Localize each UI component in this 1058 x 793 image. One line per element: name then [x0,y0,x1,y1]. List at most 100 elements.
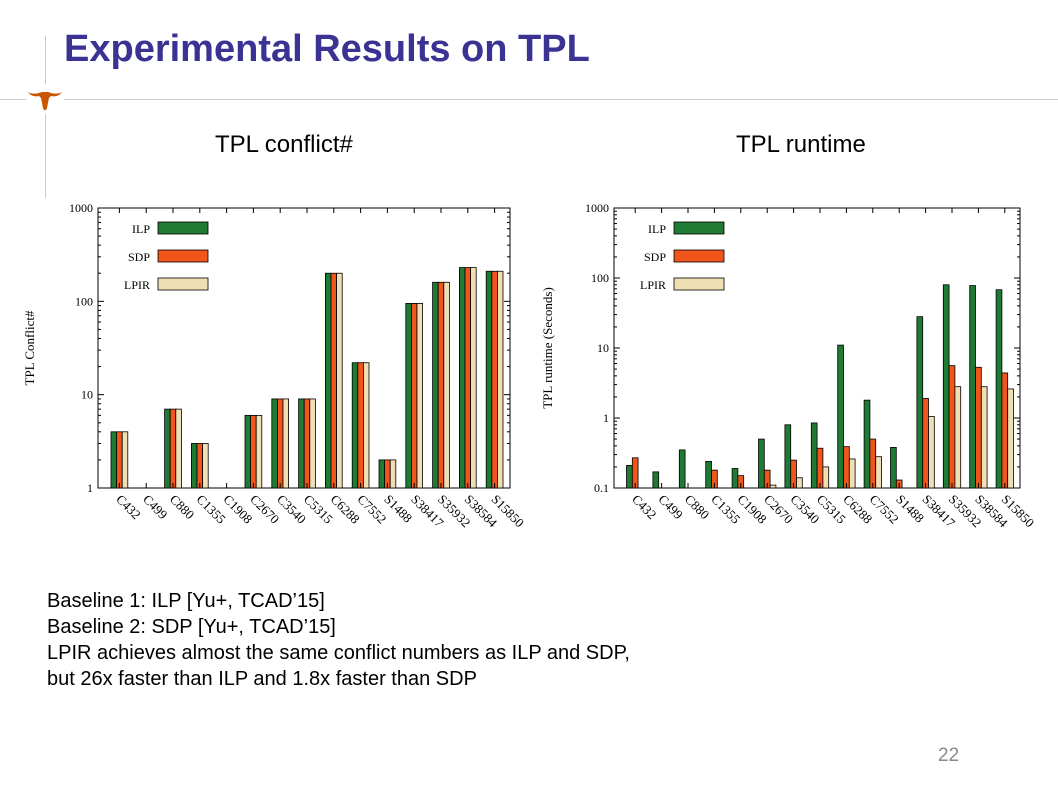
conflict-chart: 1 10 100 1000 TPL Conflict# C432C499C880C1355… [22,201,527,531]
x-tick-label: C1908 [735,492,770,527]
bar-lpir-c7552 [362,362,370,489]
bar-ilp-c3540 [784,424,792,489]
longhorn-logo-icon [26,84,64,114]
bar-lpir-c880 [175,408,182,489]
bar-lpir-s38417 [928,416,935,489]
bar-ilp-s35932 [942,284,950,489]
bar-ilp-c880 [164,408,171,489]
bar-sdp-c5315 [816,447,824,489]
bar-lpir-s38417 [416,303,423,489]
bar-lpir-s35932 [443,281,450,489]
bar-sdp-c6288 [843,446,850,489]
bar-sdp-c880 [169,408,177,489]
y-tick-label: 100 [591,271,609,285]
bar-ilp-c3540 [271,398,278,489]
bar-sdp-c432 [116,431,123,489]
bar-ilp-c6288 [324,272,332,489]
x-tick-label: C5315 [301,492,336,527]
bar-lpir-c6288 [336,272,343,489]
y-tick-label: 0.1 [594,481,609,495]
x-tick-label: C1355 [708,492,743,527]
bar-lpir-s38584 [980,386,988,489]
y-tick-label: 10 [81,388,93,402]
notes-block: Baseline 1: ILP [Yu+, TCAD’15] Baseline … [47,588,630,692]
bar-sdp-c7552 [357,362,364,489]
bar-ilp-c5315 [298,398,305,489]
bar-ilp-c1355 [705,460,712,489]
x-tick-label: C880 [167,492,198,523]
bar-sdp-s38417 [410,303,418,489]
bar-lpir-c3540 [796,477,803,489]
y-tick-label: 100 [75,294,93,308]
x-tick-label: C880 [682,492,713,523]
y-tick-label: 10 [597,341,609,355]
bar-lpir-c432 [121,431,129,489]
legend-label-ilp: ILP [648,222,666,236]
bar-ilp-c880 [678,449,686,489]
bar-ilp-c1355 [190,443,198,489]
x-tick-label: C499 [140,492,171,523]
bar-ilp-s1488 [890,447,897,489]
bar-lpir-c5315 [822,466,830,489]
legend-swatch-ilp [673,221,725,235]
bar-ilp-s38417 [405,303,412,489]
legend-swatch-sdp [157,249,209,263]
bar-lpir-c1355 [202,443,209,489]
x-tick-label: C432 [629,492,660,523]
decor-horizontal-line-left [0,99,26,100]
bar-ilp-c5315 [810,422,818,489]
bar-ilp-s1488 [378,459,385,489]
legend-swatch-sdp [673,249,725,263]
legend-label-ilp: ILP [132,222,150,236]
bar-lpir-c7552 [875,456,882,489]
bar-ilp-s15850 [995,289,1003,489]
y-axis-label: TPL Conflict# [22,310,37,385]
bar-ilp-s15850 [485,270,493,489]
bar-sdp-s38584 [975,366,982,489]
bar-sdp-c5315 [303,398,311,489]
bar-sdp-c1355 [196,443,203,489]
page-title: Experimental Results on TPL [64,28,590,70]
bar-sdp-s38417 [922,398,929,489]
note-baseline-1: Baseline 1: ILP [Yu+, TCAD’15] [47,590,325,612]
bar-ilp-s38584 [458,267,466,489]
bar-ilp-s38417 [916,316,924,489]
bar-ilp-c6288 [837,344,844,489]
note-baseline-2: Baseline 2: SDP [Yu+, TCAD’15] [47,616,336,638]
x-tick-label: S1488 [381,492,415,526]
bar-ilp-c432 [110,431,117,489]
bar-lpir-s15850 [496,270,504,489]
bar-ilp-c1908 [731,468,739,489]
bar-sdp-s38584 [464,267,471,489]
note-summary-1: LPIR achieves almost the same conflict n… [47,642,630,664]
bar-lpir-s1488 [389,459,397,489]
bar-lpir-c2670 [255,414,263,489]
note-summary-2: but 26x faster than ILP and 1.8x faster … [47,668,477,690]
runtime-chart: 0.1 1 10 100 1000 TPL runtime (Seconds) C432C4… [540,201,1037,531]
legend-swatch-ilp [157,221,209,235]
decor-horizontal-line [60,99,1058,100]
legend-label-sdp: SDP [128,250,150,264]
bar-ilp-c7552 [351,362,359,489]
x-tick-label: C3540 [787,492,822,527]
legend-label-lpir: LPIR [124,278,150,292]
page-number: 22 [938,745,960,766]
x-tick-label: C2670 [247,492,282,527]
bar-sdp-s35932 [948,365,956,489]
x-tick-label: C1355 [194,492,229,527]
x-tick-label: C3540 [274,492,309,527]
bar-ilp-c7552 [863,399,871,489]
y-axis-label: TPL runtime (Seconds) [540,287,555,409]
x-tick-label: S1488 [893,492,927,526]
y-tick-label: 1 [603,411,609,425]
bar-sdp-s35932 [437,281,445,489]
chart-subtitle-runtime: TPL runtime [736,131,866,158]
x-tick-label: C1908 [220,492,255,527]
x-tick-label: C6288 [840,492,875,527]
x-tick-label: C2670 [761,492,796,527]
bar-lpir-s15850 [1007,388,1014,489]
legend-label-lpir: LPIR [640,278,666,292]
x-tick-label: C432 [113,492,144,523]
y-tick-label: 1 [87,481,93,495]
bar-ilp-c2670 [244,414,251,489]
